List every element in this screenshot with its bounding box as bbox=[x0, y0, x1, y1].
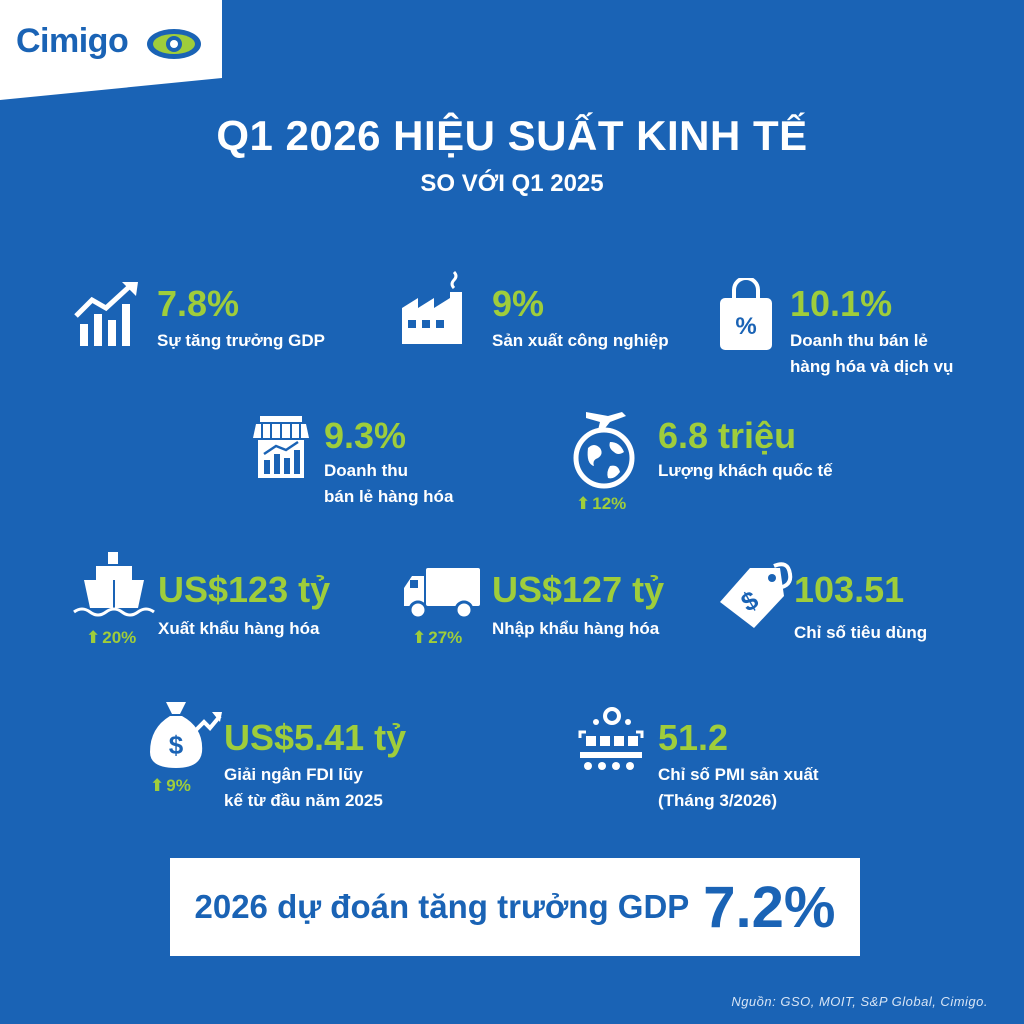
cpi-label: Chỉ số tiêu dùng bbox=[794, 623, 928, 642]
shopping-bag-icon: % bbox=[720, 278, 772, 350]
up-arrow-icon: ⬆ bbox=[150, 776, 165, 795]
up-arrow-icon: ⬆ bbox=[412, 628, 427, 647]
imports-change: 27% bbox=[428, 628, 463, 647]
gdp-label: Sự tăng trưởng GDP bbox=[157, 331, 325, 350]
pmi-label-line2: (Tháng 3/2026) bbox=[658, 791, 778, 810]
source-note: Nguồn: GSO, MOIT, S&P Global, Cimigo. bbox=[731, 994, 988, 1009]
fdi-label-line2: kế từ đầu năm 2025 bbox=[224, 791, 383, 810]
store-icon bbox=[253, 416, 309, 478]
forecast-box: 2026 dự đoán tăng trưởng GDP 7.2% bbox=[170, 858, 860, 956]
visitors-value: 6.8 triệu bbox=[658, 415, 797, 456]
eye-logo-icon bbox=[147, 29, 201, 59]
cpi-value: 103.51 bbox=[794, 569, 905, 610]
retail-services-label-line1: Doanh thu bán lẻ bbox=[790, 331, 928, 350]
svg-text:%: % bbox=[735, 313, 756, 340]
fdi-label-line1: Giải ngân FDI lũy bbox=[224, 765, 363, 784]
exports-change: 20% bbox=[102, 628, 137, 647]
price-tag-icon: $ bbox=[720, 562, 793, 628]
factory-icon bbox=[402, 270, 462, 344]
brand-logo-text: Cimigo bbox=[16, 22, 129, 60]
logo-banner: Cimigo bbox=[0, 0, 222, 100]
retail-services-label-line2: hàng hóa và dịch vụ bbox=[790, 357, 954, 376]
industry-value: 9% bbox=[492, 283, 545, 324]
retail-goods-label-line2: bán lẻ hàng hóa bbox=[324, 487, 454, 506]
up-arrow-icon: ⬆ bbox=[576, 494, 591, 513]
svg-text:$: $ bbox=[169, 730, 184, 760]
money-bag-icon: $ bbox=[150, 702, 222, 768]
retail-goods-label-line1: Doanh thu bbox=[324, 461, 409, 480]
imports-change-badge: ⬆ 27% bbox=[412, 628, 462, 648]
visitors-change: 12% bbox=[592, 494, 627, 513]
industry-label: Sản xuất công nghiệp bbox=[492, 331, 669, 350]
exports-change-badge: ⬆ 20% bbox=[86, 628, 136, 648]
globe-plane-icon bbox=[573, 412, 635, 489]
fdi-value: US$5.41 tỷ bbox=[224, 717, 407, 758]
retail-goods-value: 9.3% bbox=[324, 415, 407, 456]
forecast-value: 7.2% bbox=[703, 874, 836, 940]
fdi-change: 9% bbox=[166, 776, 191, 795]
page-title: Q1 2026 HIỆU SUẤT KINH TẾ bbox=[216, 112, 808, 159]
pmi-label-line1: Chỉ số PMI sản xuất bbox=[658, 765, 819, 784]
fdi-change-badge: ⬆ 9% bbox=[150, 776, 191, 796]
page-subtitle: SO VỚI Q1 2025 bbox=[420, 170, 604, 197]
pmi-value: 51.2 bbox=[658, 717, 729, 758]
exports-value: US$123 tỷ bbox=[158, 569, 331, 610]
gdp-value: 7.8% bbox=[157, 283, 240, 324]
ship-icon bbox=[73, 552, 155, 617]
truck-icon bbox=[404, 568, 480, 620]
imports-value: US$127 tỷ bbox=[492, 569, 665, 610]
visitors-change-badge: ⬆ 12% bbox=[576, 494, 626, 514]
visitors-label: Lượng khách quốc tế bbox=[658, 461, 833, 480]
growth-chart-icon bbox=[74, 282, 138, 346]
imports-label: Nhập khẩu hàng hóa bbox=[492, 619, 660, 638]
up-arrow-icon: ⬆ bbox=[86, 628, 101, 647]
forecast-text: 2026 dự đoán tăng trưởng GDP bbox=[194, 888, 690, 925]
retail-services-value: 10.1% bbox=[790, 283, 893, 324]
manufacturing-icon bbox=[578, 707, 644, 770]
exports-label: Xuất khẩu hàng hóa bbox=[158, 619, 320, 638]
